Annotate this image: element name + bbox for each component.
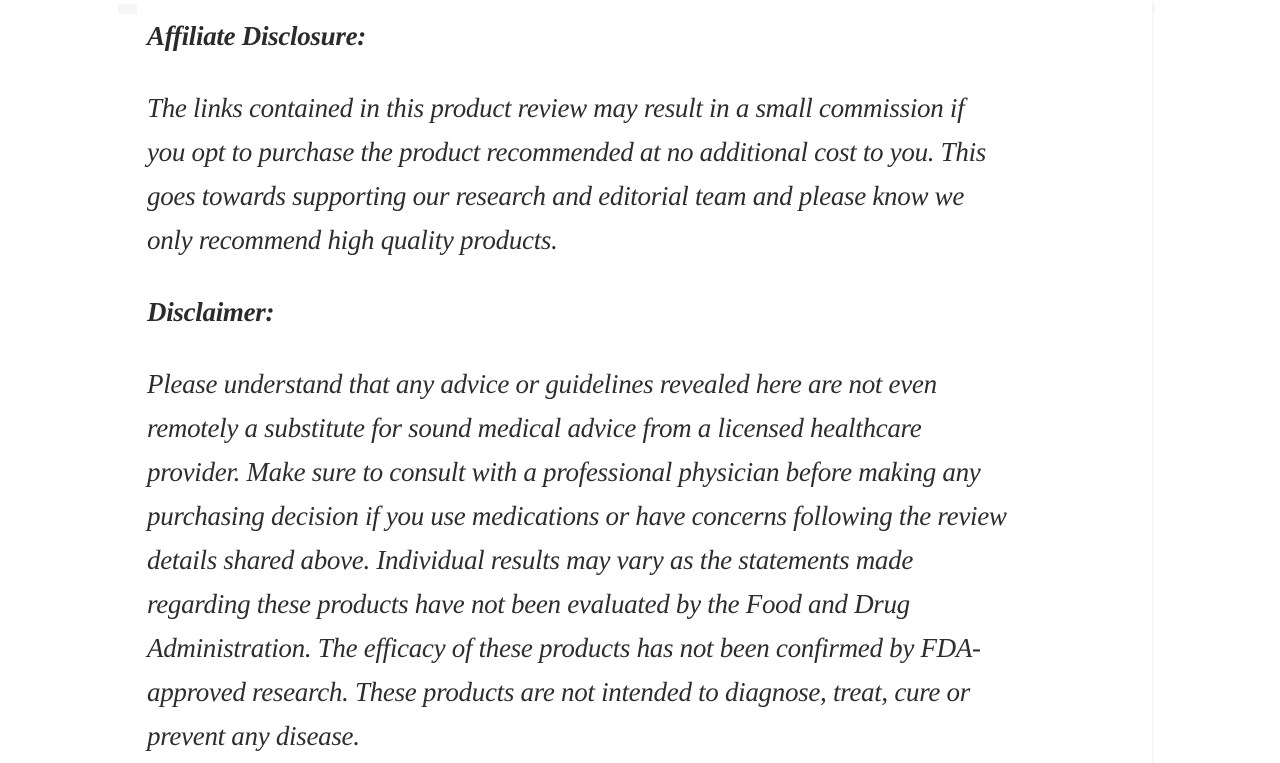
disclaimer-paragraph: Please understand that any advice or gui… [147, 369, 1007, 751]
disclosure-article: Affiliate Disclosure: The links containe… [137, 14, 1152, 758]
affiliate-disclosure-heading: Affiliate Disclosure: [147, 21, 366, 51]
affiliate-disclosure-paragraph: The links contained in this product revi… [147, 93, 986, 255]
disclaimer-heading: Disclaimer: [147, 297, 275, 327]
article-content-column: Affiliate Disclosure: The links containe… [137, 0, 1153, 763]
